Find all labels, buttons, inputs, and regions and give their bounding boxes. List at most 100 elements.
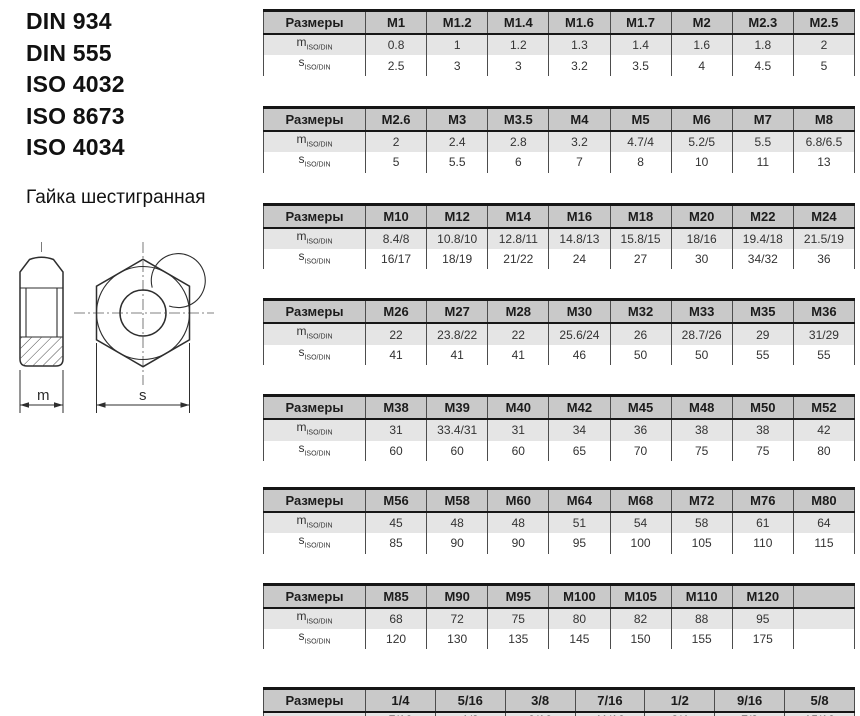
value-cell: 65 — [548, 440, 611, 461]
value-cell: 80 — [548, 607, 611, 630]
size-column-header: M60 — [487, 488, 550, 513]
value-cell: 8.4/8 — [364, 227, 428, 249]
standard-title: DIN 934 — [26, 8, 112, 34]
value-cell: 1.6 — [670, 34, 733, 56]
size-column-header: M2.6 — [364, 107, 428, 132]
value-cell: 95 — [731, 607, 794, 630]
size-column-header: M30 — [548, 299, 611, 325]
size-header-label: Размеры — [263, 299, 366, 325]
row-label-m: mISO/DIN — [263, 419, 366, 441]
value-cell: 5 — [364, 152, 428, 173]
value-cell: 2.8 — [487, 130, 550, 153]
row-label-s: sISO/DIN — [263, 440, 366, 461]
value-cell: 15.8/15 — [609, 227, 672, 249]
value-cell: 31 — [487, 419, 550, 441]
value-cell: 13 — [792, 152, 856, 173]
value-cell: 41 — [364, 344, 428, 366]
value-cell: 70 — [609, 440, 672, 461]
value-cell: 55 — [792, 344, 856, 366]
size-column-header: M52 — [792, 395, 856, 421]
dimension-table-6: Размеры M56 M58 M60 M64 M68 M72 M76 M80 mISO/DIN 4… — [263, 486, 856, 554]
size-column-header: 1/2 — [644, 688, 716, 714]
dimension-table-7: Размеры M85 M90 M95 M100 M105 M110 M120 mISO/DIN… — [263, 582, 856, 650]
value-cell: 34/32 — [731, 248, 794, 270]
value-cell: 21.5/19 — [792, 227, 856, 249]
value-cell: 5 — [792, 55, 856, 76]
size-column-header: M80 — [792, 488, 856, 513]
value-cell: 1.4 — [609, 34, 672, 56]
value-cell: 82 — [609, 607, 672, 630]
value-cell: 150 — [609, 629, 672, 650]
value-cell: 6.8/6.5 — [792, 130, 856, 153]
size-column-header: M85 — [364, 584, 428, 609]
standard-title: ISO 4032 — [26, 71, 125, 97]
value-cell: 19.4/18 — [731, 227, 794, 249]
value-cell: 61 — [731, 511, 794, 534]
value-cell: 10.8/10 — [426, 227, 489, 249]
dimension-table-3: Размеры M10 M12 M14 M16 M18 M20 M22 M24 mISO/DIN 8… — [263, 202, 856, 270]
size-column-header: M32 — [609, 299, 672, 325]
value-cell: 33.4/31 — [426, 419, 489, 441]
size-column-header: M39 — [426, 395, 489, 421]
size-column-header: M1.2 — [426, 10, 489, 35]
dimension-table-1: Размеры M1 M1.2 M1.4 M1.6 M1.7 M2 M2.3 M2.5 mISO/… — [263, 9, 856, 76]
row-label-s: sISO/DIN — [263, 629, 366, 650]
value-cell: 0.8 — [364, 34, 428, 56]
size-column-header: M38 — [364, 395, 428, 421]
value-cell: 80 — [792, 440, 856, 461]
value-cell: 3.2 — [548, 55, 611, 76]
value-cell: 36 — [609, 419, 672, 441]
value-cell: 60 — [426, 440, 489, 461]
value-cell: 1.3 — [548, 34, 611, 56]
nut-side-view — [19, 242, 64, 367]
size-column-header: M76 — [731, 488, 794, 513]
value-cell: 18/16 — [670, 227, 733, 249]
standard-title: ISO 8673 — [26, 102, 125, 129]
standard-title: ISO 4034 — [26, 134, 125, 160]
value-cell: 23.8/22 — [426, 323, 489, 345]
size-column-header: M68 — [609, 488, 672, 513]
row-label-m: mISO/DIN — [263, 34, 366, 56]
value-cell: 28.7/26 — [670, 323, 733, 345]
thread-arc — [150, 253, 206, 309]
value-cell: 7/8 — [714, 712, 786, 716]
value-cell: 135 — [487, 629, 550, 650]
value-cell: 22 — [364, 323, 428, 345]
size-header-label: Размеры — [263, 488, 366, 513]
value-cell: 24 — [548, 248, 611, 270]
value-cell: 38 — [731, 419, 794, 441]
row-label-m: mISO/DIN — [263, 323, 366, 345]
value-cell: 110 — [731, 533, 794, 554]
size-column-header: M42 — [548, 395, 611, 421]
size-column-header: M3 — [426, 107, 489, 132]
value-cell: 7 — [548, 152, 611, 173]
size-column-header: M1 — [364, 10, 428, 35]
size-column-header: M35 — [731, 299, 794, 325]
value-cell: 88 — [670, 607, 733, 630]
size-column-header: M5 — [609, 107, 672, 132]
value-cell: 130 — [426, 629, 489, 650]
value-cell: 25.6/24 — [548, 323, 611, 345]
size-column-header: M14 — [487, 204, 550, 229]
value-cell: 2 — [792, 34, 856, 56]
hex-nut-drawing-svg: m s — [19, 242, 214, 413]
row-label-m: mISO/DIN — [263, 227, 366, 249]
value-cell: 60 — [364, 440, 428, 461]
value-cell: 5.5 — [731, 130, 794, 153]
value-cell: 2 — [364, 130, 428, 153]
value-cell: 75 — [487, 607, 550, 630]
row-label-s: sISO/DIN — [263, 344, 366, 366]
value-cell: 31 — [364, 419, 428, 441]
row-label-m: mISO/DIN — [263, 511, 366, 534]
value-cell: 105 — [670, 533, 733, 554]
value-cell: 42 — [792, 419, 856, 441]
value-cell: 38 — [670, 419, 733, 441]
value-cell: 2.4 — [426, 130, 489, 153]
size-column-header: M72 — [670, 488, 733, 513]
value-cell: 145 — [548, 629, 611, 650]
value-cell: 50 — [609, 344, 672, 366]
size-header-label: Размеры — [263, 10, 366, 35]
value-cell: 11/16 — [574, 712, 646, 716]
size-column-header: 7/16 — [574, 688, 646, 714]
value-cell: 3.2 — [548, 130, 611, 153]
